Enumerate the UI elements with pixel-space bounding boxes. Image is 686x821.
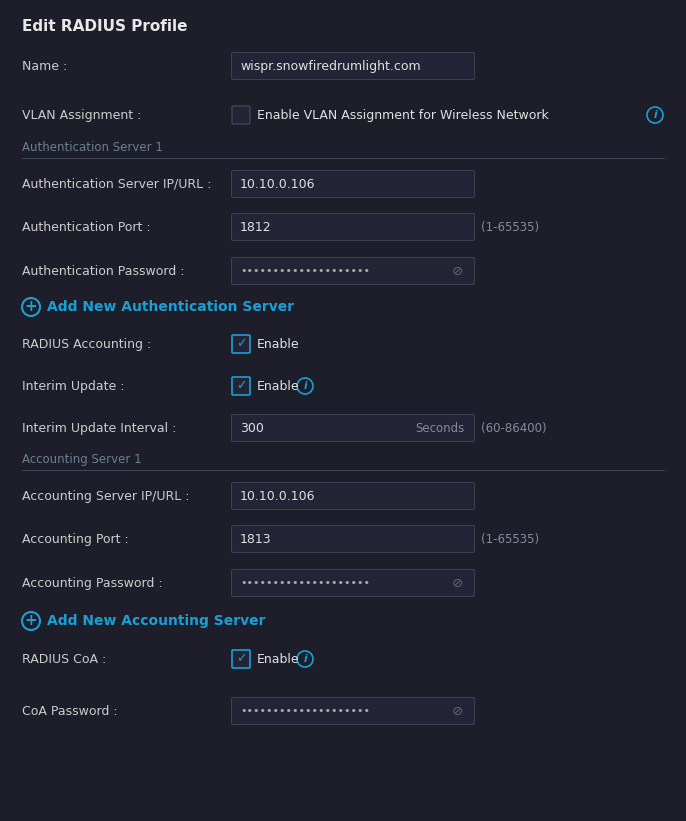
Text: Accounting Server 1: Accounting Server 1 (22, 452, 141, 466)
Text: wispr.snowfiredrumlight.com: wispr.snowfiredrumlight.com (240, 59, 421, 72)
Text: ••••••••••••••••••••: •••••••••••••••••••• (240, 706, 370, 716)
Text: +: + (25, 299, 37, 314)
FancyBboxPatch shape (232, 106, 250, 124)
FancyBboxPatch shape (231, 698, 475, 724)
Text: 300: 300 (240, 421, 264, 434)
FancyBboxPatch shape (232, 335, 250, 353)
Text: (60-86400): (60-86400) (481, 421, 547, 434)
Text: Authentication Password :: Authentication Password : (22, 264, 185, 277)
Text: Interim Update Interval :: Interim Update Interval : (22, 421, 176, 434)
Text: Accounting Server IP/URL :: Accounting Server IP/URL : (22, 489, 189, 502)
Text: Add New Authentication Server: Add New Authentication Server (47, 300, 294, 314)
Text: Accounting Port :: Accounting Port : (22, 533, 129, 545)
FancyBboxPatch shape (231, 213, 475, 241)
Text: 10.10.0.106: 10.10.0.106 (240, 489, 316, 502)
Text: Enable: Enable (257, 337, 300, 351)
Text: Name :: Name : (22, 59, 67, 72)
Text: i: i (653, 110, 657, 120)
Text: Authentication Port :: Authentication Port : (22, 221, 151, 233)
FancyBboxPatch shape (231, 415, 475, 442)
FancyBboxPatch shape (231, 483, 475, 510)
Text: RADIUS Accounting :: RADIUS Accounting : (22, 337, 151, 351)
Text: ⊘: ⊘ (451, 576, 462, 589)
Text: ••••••••••••••••••••: •••••••••••••••••••• (240, 266, 370, 276)
Text: Enable: Enable (257, 653, 300, 666)
Text: Interim Update :: Interim Update : (22, 379, 124, 392)
Text: Authentication Server IP/URL :: Authentication Server IP/URL : (22, 177, 211, 190)
Text: VLAN Assignment :: VLAN Assignment : (22, 108, 141, 122)
FancyBboxPatch shape (231, 171, 475, 198)
Text: (1-65535): (1-65535) (481, 221, 539, 233)
Text: Add New Accounting Server: Add New Accounting Server (47, 614, 265, 628)
Text: ••••••••••••••••••••: •••••••••••••••••••• (240, 578, 370, 588)
FancyBboxPatch shape (231, 570, 475, 597)
Text: RADIUS CoA :: RADIUS CoA : (22, 653, 106, 666)
Text: Authentication Server 1: Authentication Server 1 (22, 140, 163, 154)
Text: Edit RADIUS Profile: Edit RADIUS Profile (22, 19, 187, 34)
Text: 1813: 1813 (240, 533, 272, 545)
Text: +: + (25, 613, 37, 628)
Text: (1-65535): (1-65535) (481, 533, 539, 545)
Text: 1812: 1812 (240, 221, 272, 233)
Text: Seconds: Seconds (416, 421, 465, 434)
FancyBboxPatch shape (231, 525, 475, 553)
Text: ✓: ✓ (236, 379, 246, 392)
Text: Accounting Password :: Accounting Password : (22, 576, 163, 589)
Text: i: i (303, 654, 307, 664)
Text: CoA Password :: CoA Password : (22, 704, 117, 718)
Text: ✓: ✓ (236, 652, 246, 665)
FancyBboxPatch shape (231, 258, 475, 285)
Text: Enable: Enable (257, 379, 300, 392)
Text: 10.10.0.106: 10.10.0.106 (240, 177, 316, 190)
Text: ⊘: ⊘ (451, 264, 462, 277)
FancyBboxPatch shape (231, 53, 475, 80)
Text: i: i (303, 381, 307, 391)
FancyBboxPatch shape (232, 650, 250, 668)
Text: ⊘: ⊘ (451, 704, 462, 718)
Text: Enable VLAN Assignment for Wireless Network: Enable VLAN Assignment for Wireless Netw… (257, 108, 549, 122)
FancyBboxPatch shape (232, 377, 250, 395)
Text: ✓: ✓ (236, 337, 246, 350)
